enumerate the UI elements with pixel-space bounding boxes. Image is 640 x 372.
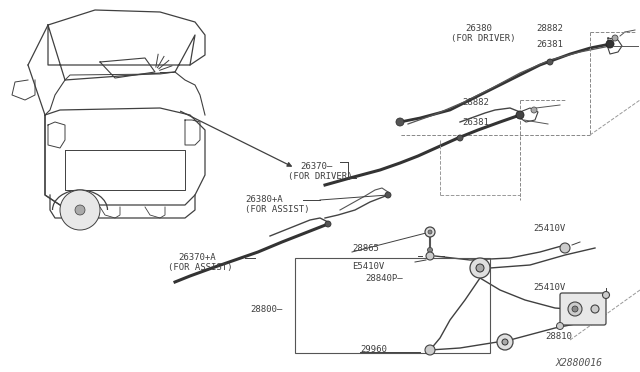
Circle shape [531,107,537,113]
FancyBboxPatch shape [560,293,606,325]
Circle shape [602,292,609,298]
Text: (FOR ASSIST): (FOR ASSIST) [245,205,310,214]
Text: (FOR DRIVER): (FOR DRIVER) [451,34,515,43]
Circle shape [425,227,435,237]
Circle shape [470,258,490,278]
Circle shape [75,205,85,215]
Text: 25410V: 25410V [533,224,565,233]
Circle shape [425,345,435,355]
Text: X2880016: X2880016 [556,358,603,368]
Circle shape [396,118,404,126]
Text: 29960: 29960 [360,345,387,354]
Circle shape [325,221,331,227]
Text: 26380: 26380 [465,24,492,33]
Circle shape [385,192,391,198]
Circle shape [60,190,100,230]
Circle shape [572,306,578,312]
Text: 26380+A: 26380+A [245,195,283,204]
Text: (FOR DRIVER): (FOR DRIVER) [288,172,353,181]
Text: 26370—: 26370— [300,162,332,171]
Text: 28840P—: 28840P— [365,274,403,283]
Circle shape [476,264,484,272]
Text: 28865: 28865 [352,244,379,253]
Circle shape [612,35,618,41]
Circle shape [557,323,563,330]
Circle shape [428,247,433,253]
Text: 26381: 26381 [462,118,489,127]
Text: 28882: 28882 [536,24,563,33]
Text: (FOR ASSIST): (FOR ASSIST) [168,263,232,272]
Bar [295,258,490,353]
Text: 26381: 26381 [536,40,563,49]
Circle shape [568,302,582,316]
Text: 28882: 28882 [462,98,489,107]
Circle shape [426,252,434,260]
Circle shape [591,305,599,313]
Text: 26370+A: 26370+A [178,253,216,262]
Circle shape [606,40,614,48]
Circle shape [516,111,524,119]
Text: 25410V: 25410V [533,283,565,292]
Text: E5410V: E5410V [352,262,384,271]
Circle shape [428,230,432,234]
Text: 28800—: 28800— [250,305,282,314]
Text: 28810: 28810 [545,332,572,341]
Circle shape [457,135,463,141]
Circle shape [547,59,553,65]
Circle shape [560,243,570,253]
Circle shape [497,334,513,350]
Circle shape [502,339,508,345]
